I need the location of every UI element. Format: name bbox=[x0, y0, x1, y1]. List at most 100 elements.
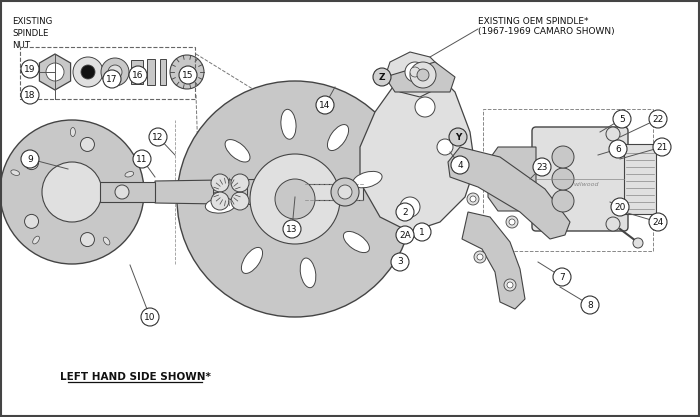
Polygon shape bbox=[360, 67, 475, 232]
Circle shape bbox=[649, 110, 667, 128]
Circle shape bbox=[509, 219, 515, 225]
Circle shape bbox=[80, 138, 94, 151]
Text: 6: 6 bbox=[615, 145, 621, 153]
Ellipse shape bbox=[225, 140, 250, 162]
Circle shape bbox=[449, 128, 467, 146]
Text: EXISTING
SPINDLE
NUT: EXISTING SPINDLE NUT bbox=[12, 17, 52, 50]
Bar bbox=[213, 178, 219, 206]
Bar bbox=[100, 182, 155, 202]
Circle shape bbox=[108, 65, 122, 79]
Circle shape bbox=[21, 150, 39, 168]
Circle shape bbox=[613, 110, 631, 128]
Circle shape bbox=[80, 233, 94, 246]
Bar bbox=[160, 59, 166, 85]
Circle shape bbox=[211, 174, 229, 192]
Circle shape bbox=[437, 139, 453, 155]
Polygon shape bbox=[155, 179, 287, 205]
Ellipse shape bbox=[104, 237, 110, 245]
Circle shape bbox=[115, 185, 129, 199]
Text: 10: 10 bbox=[144, 312, 155, 322]
Circle shape bbox=[211, 192, 229, 210]
Circle shape bbox=[552, 146, 574, 168]
Circle shape bbox=[275, 179, 315, 219]
Circle shape bbox=[396, 226, 414, 244]
Ellipse shape bbox=[33, 236, 39, 244]
Bar bbox=[624, 144, 656, 214]
Circle shape bbox=[25, 156, 38, 170]
Text: 13: 13 bbox=[286, 224, 297, 234]
Text: 14: 14 bbox=[319, 100, 330, 110]
Text: 18: 18 bbox=[25, 90, 36, 100]
Circle shape bbox=[101, 58, 129, 86]
Bar bbox=[131, 60, 143, 84]
Circle shape bbox=[170, 55, 204, 89]
Polygon shape bbox=[462, 212, 525, 309]
Circle shape bbox=[133, 150, 151, 168]
Ellipse shape bbox=[344, 231, 370, 253]
Polygon shape bbox=[448, 147, 570, 239]
Circle shape bbox=[331, 178, 359, 206]
Text: wilwood: wilwood bbox=[573, 181, 598, 186]
Bar bbox=[147, 59, 155, 85]
Circle shape bbox=[410, 62, 436, 88]
Circle shape bbox=[81, 65, 95, 79]
Bar bbox=[241, 178, 247, 206]
Text: Y: Y bbox=[455, 133, 461, 141]
Circle shape bbox=[316, 96, 334, 114]
Ellipse shape bbox=[281, 109, 296, 139]
Circle shape bbox=[141, 308, 159, 326]
Text: 8: 8 bbox=[587, 301, 593, 309]
Text: 2: 2 bbox=[402, 208, 408, 216]
Text: 7: 7 bbox=[559, 272, 565, 281]
Circle shape bbox=[103, 70, 121, 88]
Ellipse shape bbox=[11, 170, 20, 176]
Text: 15: 15 bbox=[182, 70, 194, 80]
Circle shape bbox=[470, 196, 476, 202]
Text: LEFT HAND SIDE SHOWN*: LEFT HAND SIDE SHOWN* bbox=[60, 372, 211, 382]
Circle shape bbox=[417, 69, 429, 81]
Circle shape bbox=[396, 203, 414, 221]
Bar bbox=[483, 109, 653, 251]
Circle shape bbox=[231, 192, 249, 210]
Polygon shape bbox=[385, 52, 445, 97]
Circle shape bbox=[46, 63, 64, 81]
Circle shape bbox=[231, 174, 249, 192]
Circle shape bbox=[581, 296, 599, 314]
Bar bbox=[303, 184, 363, 200]
Circle shape bbox=[552, 168, 574, 190]
Ellipse shape bbox=[353, 171, 382, 188]
Circle shape bbox=[606, 127, 620, 141]
Polygon shape bbox=[488, 147, 536, 211]
Circle shape bbox=[507, 282, 513, 288]
Circle shape bbox=[373, 68, 391, 86]
Polygon shape bbox=[385, 62, 455, 92]
Ellipse shape bbox=[125, 171, 134, 177]
Ellipse shape bbox=[70, 128, 76, 136]
Circle shape bbox=[405, 62, 425, 82]
Circle shape bbox=[21, 60, 39, 78]
Text: 17: 17 bbox=[106, 75, 118, 83]
Circle shape bbox=[415, 97, 435, 117]
Circle shape bbox=[611, 198, 629, 216]
Circle shape bbox=[283, 220, 301, 238]
Text: EXISTING OEM SPINDLE*
(1967-1969 CAMARO SHOWN): EXISTING OEM SPINDLE* (1967-1969 CAMARO … bbox=[478, 17, 615, 36]
Circle shape bbox=[400, 197, 420, 217]
Circle shape bbox=[504, 279, 516, 291]
Ellipse shape bbox=[205, 198, 235, 213]
Circle shape bbox=[553, 268, 571, 286]
Circle shape bbox=[250, 154, 340, 244]
Text: 3: 3 bbox=[397, 258, 403, 266]
Text: 5: 5 bbox=[619, 115, 625, 123]
Circle shape bbox=[467, 193, 479, 205]
Text: 21: 21 bbox=[657, 143, 668, 151]
Circle shape bbox=[0, 120, 144, 264]
Text: 4: 4 bbox=[457, 161, 463, 169]
Circle shape bbox=[73, 57, 103, 87]
Text: 16: 16 bbox=[132, 70, 144, 80]
Text: 24: 24 bbox=[652, 218, 664, 226]
Ellipse shape bbox=[300, 258, 316, 288]
Text: 23: 23 bbox=[536, 163, 547, 171]
Circle shape bbox=[477, 254, 483, 260]
Circle shape bbox=[338, 185, 352, 199]
Circle shape bbox=[533, 158, 551, 176]
